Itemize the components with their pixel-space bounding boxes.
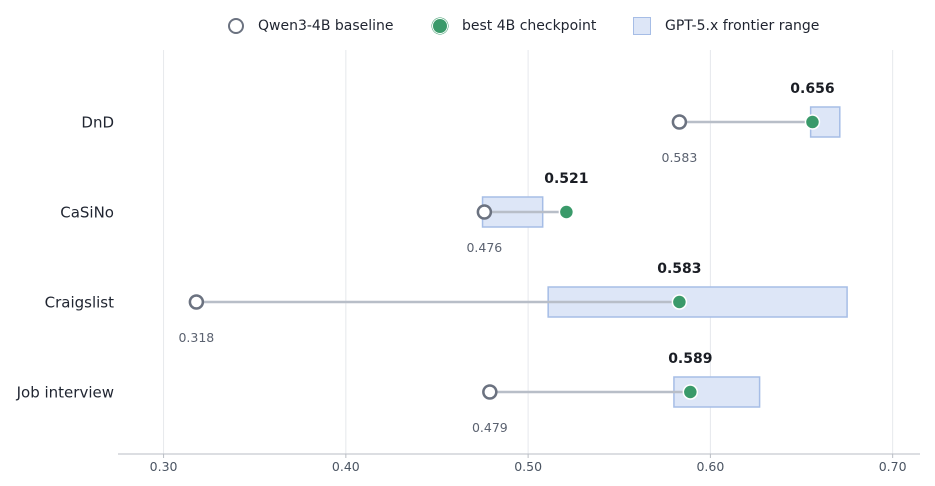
best-value-label: 0.583 [657, 261, 701, 277]
x-tick-label: 0.40 [332, 459, 360, 474]
baseline-value-label: 0.583 [662, 150, 698, 165]
range-box-icon [633, 17, 651, 35]
legend-item-best: best 4B checkpoint [432, 14, 596, 38]
best-value-label: 0.521 [544, 171, 588, 187]
legend-label-range: GPT-5.x frontier range [665, 18, 820, 34]
legend-label-best: best 4B checkpoint [462, 18, 597, 34]
grid-lines [163, 50, 894, 454]
baseline-point [671, 114, 688, 130]
baseline-point [482, 384, 498, 400]
best-point [558, 204, 575, 220]
baseline-point [188, 294, 205, 310]
frontier-range-box [673, 376, 761, 408]
legend-item-baseline: Qwen3-4B baseline [228, 14, 394, 38]
x-tick-label: 0.70 [879, 459, 907, 474]
x-tick-label: 0.50 [514, 459, 542, 474]
baseline-value-label: 0.479 [472, 420, 508, 435]
x-tick-label: 0.30 [150, 459, 178, 474]
best-point [682, 384, 699, 400]
legend-item-range: GPT-5.x frontier range [633, 14, 819, 38]
baseline-value-label: 0.318 [178, 330, 214, 345]
chart-rows: DnD 0.656 0.583 CaSiNo 0.521 0.476 Craigslist 0… [16, 81, 848, 435]
legend-label-baseline: Qwen3-4B baseline [258, 18, 394, 34]
row-job-interview: Job interview 0.589 0.479 [16, 351, 761, 435]
best-point [804, 114, 821, 130]
open-circle-icon [228, 18, 244, 34]
row-dnd: DnD 0.656 0.583 [81, 81, 841, 165]
x-tick-label: 0.60 [696, 459, 724, 474]
category-label: Craigslist [45, 294, 114, 312]
best-point [671, 294, 688, 310]
baseline-value-label: 0.476 [466, 240, 502, 255]
category-label: CaSiNo [60, 204, 114, 222]
row-casino: CaSiNo 0.521 0.476 [60, 171, 588, 255]
best-value-label: 0.589 [668, 351, 712, 367]
filled-circle-icon [432, 18, 448, 34]
category-label: Job interview [16, 384, 114, 402]
baseline-point [476, 204, 493, 220]
category-label: DnD [81, 114, 114, 132]
best-value-label: 0.656 [790, 81, 834, 97]
legend: Qwen3-4B baseline best 4B checkpoint GPT… [0, 14, 935, 38]
row-craigslist: Craigslist 0.583 0.318 [45, 261, 848, 345]
x-axis: 0.30 0.40 0.50 0.60 0.70 [118, 453, 920, 474]
